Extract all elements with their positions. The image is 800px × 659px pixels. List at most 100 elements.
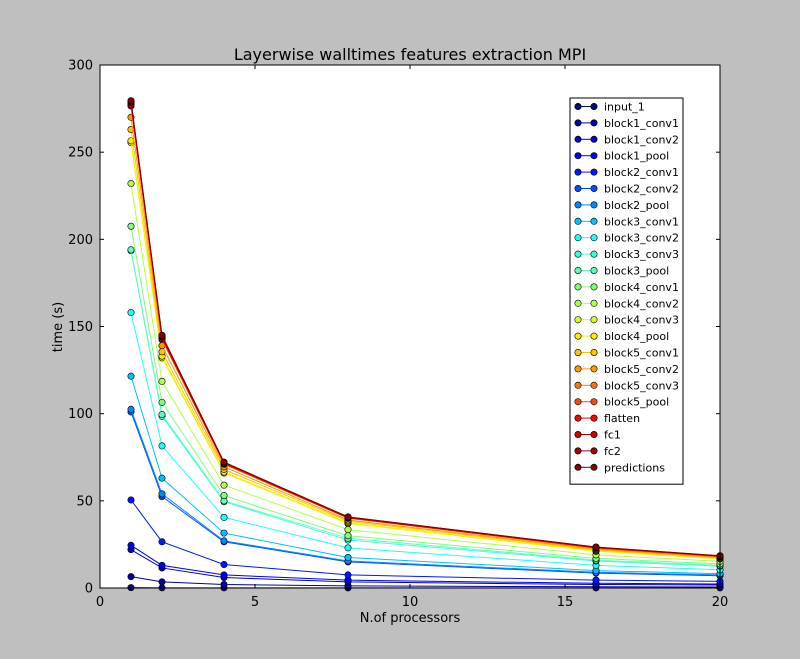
legend-marker xyxy=(575,202,581,208)
legend-marker xyxy=(591,185,597,191)
legend-marker xyxy=(591,349,597,355)
data-point xyxy=(221,561,227,567)
legend-marker xyxy=(591,399,597,405)
legend-marker xyxy=(591,120,597,126)
legend-marker xyxy=(575,431,581,437)
data-point xyxy=(221,482,227,488)
legend-marker xyxy=(575,136,581,142)
legend-marker xyxy=(575,333,581,339)
legend-marker xyxy=(591,218,597,224)
data-point xyxy=(159,332,165,338)
legend-marker xyxy=(575,448,581,454)
data-point xyxy=(593,544,599,550)
legend-label: block2_conv1 xyxy=(604,166,679,179)
legend-marker xyxy=(591,300,597,306)
data-point xyxy=(159,491,165,497)
legend-label: block4_conv3 xyxy=(604,314,679,327)
chart-title: Layerwise walltimes features extraction … xyxy=(234,45,586,64)
legend-marker xyxy=(591,317,597,323)
legend-marker xyxy=(591,464,597,470)
legend-marker xyxy=(591,382,597,388)
y-tick-label: 0 xyxy=(85,582,93,597)
legend-label: block2_pool xyxy=(604,199,669,212)
legend-label: fc2 xyxy=(604,445,621,458)
legend-marker xyxy=(575,120,581,126)
data-point xyxy=(221,530,227,536)
legend-label: block4_pool xyxy=(604,330,669,343)
legend-marker xyxy=(591,448,597,454)
legend-label: block3_conv1 xyxy=(604,215,679,228)
legend-label: block4_conv1 xyxy=(604,281,679,294)
legend-marker xyxy=(575,300,581,306)
legend-label: block1_conv2 xyxy=(604,133,679,146)
data-point xyxy=(128,373,134,379)
data-point xyxy=(128,247,134,253)
x-tick-label: 0 xyxy=(96,595,104,610)
data-point xyxy=(128,180,134,186)
data-point xyxy=(159,579,165,585)
y-tick-label: 50 xyxy=(76,494,93,509)
legend: input_1 block1_conv1 block1_conv2 block1_po… xyxy=(570,98,683,484)
legend-label: block3_pool xyxy=(604,265,669,278)
legend-label: block1_pool xyxy=(604,150,669,163)
legend-label: block5_pool xyxy=(604,396,669,409)
data-point xyxy=(345,545,351,551)
legend-marker xyxy=(575,284,581,290)
data-point xyxy=(159,378,165,384)
y-tick-label: 200 xyxy=(68,233,93,248)
legend-marker xyxy=(591,169,597,175)
data-point xyxy=(128,406,134,412)
y-tick-label: 150 xyxy=(68,320,93,335)
data-point xyxy=(221,459,227,465)
legend-marker xyxy=(591,366,597,372)
legend-label: block3_conv2 xyxy=(604,232,679,245)
x-axis-label: N.of processors xyxy=(360,611,461,626)
data-point xyxy=(345,554,351,560)
data-point xyxy=(159,539,165,545)
data-point xyxy=(593,577,599,583)
legend-marker xyxy=(591,415,597,421)
legend-marker xyxy=(575,235,581,241)
data-point xyxy=(159,475,165,481)
data-point xyxy=(159,443,165,449)
legend-marker xyxy=(591,136,597,142)
legend-label: block1_conv1 xyxy=(604,117,679,130)
legend-marker xyxy=(575,366,581,372)
legend-marker xyxy=(591,431,597,437)
legend-label: block3_conv3 xyxy=(604,248,679,261)
data-point xyxy=(159,411,165,417)
y-tick-label: 100 xyxy=(68,407,93,422)
data-point xyxy=(221,538,227,544)
legend-marker xyxy=(575,185,581,191)
y-tick-label: 250 xyxy=(68,146,93,161)
data-point xyxy=(159,399,165,405)
legend-marker xyxy=(575,464,581,470)
data-point xyxy=(159,562,165,568)
y-axis-label: time (s) xyxy=(51,302,66,352)
data-point xyxy=(221,581,227,587)
legend-marker xyxy=(575,399,581,405)
data-point xyxy=(128,309,134,315)
legend-marker xyxy=(591,333,597,339)
data-point xyxy=(128,573,134,579)
data-point xyxy=(128,223,134,229)
data-point xyxy=(345,572,351,578)
legend-marker xyxy=(575,267,581,273)
data-point xyxy=(221,492,227,498)
data-point xyxy=(345,533,351,539)
legend-marker xyxy=(591,267,597,273)
legend-label: input_1 xyxy=(604,101,645,114)
legend-marker xyxy=(575,103,581,109)
legend-marker xyxy=(591,103,597,109)
legend-marker xyxy=(591,153,597,159)
legend-marker xyxy=(575,382,581,388)
x-tick-label: 5 xyxy=(251,595,259,610)
legend-marker xyxy=(591,251,597,257)
x-tick-label: 10 xyxy=(402,595,419,610)
legend-label: block2_conv2 xyxy=(604,183,679,196)
data-point xyxy=(221,572,227,578)
data-point xyxy=(128,497,134,503)
legend-marker xyxy=(575,218,581,224)
legend-marker xyxy=(591,202,597,208)
